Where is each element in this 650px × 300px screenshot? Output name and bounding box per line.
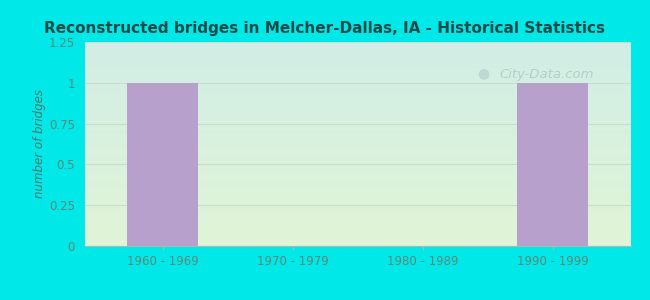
Text: Reconstructed bridges in Melcher-Dallas, IA - Historical Statistics: Reconstructed bridges in Melcher-Dallas,…: [44, 21, 606, 36]
Text: City-Data.com: City-Data.com: [499, 68, 594, 81]
Bar: [517, 83, 588, 246]
Bar: [127, 83, 198, 246]
Y-axis label: number of bridges: number of bridges: [33, 89, 46, 199]
Text: ●: ●: [478, 67, 489, 81]
